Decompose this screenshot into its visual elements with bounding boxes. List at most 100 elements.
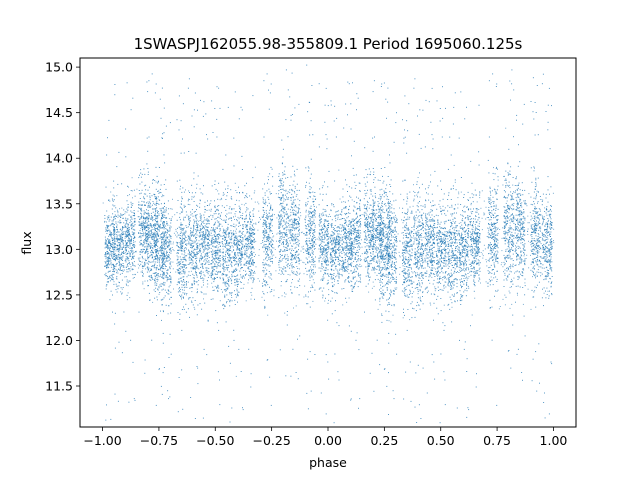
data-point: [163, 297, 165, 299]
data-point: [117, 248, 119, 250]
data-point: [319, 218, 321, 220]
data-point: [217, 265, 219, 267]
data-point: [149, 186, 150, 188]
data-point: [336, 236, 338, 238]
data-point: [120, 238, 122, 240]
data-point: [238, 244, 240, 246]
data-point: [308, 225, 310, 227]
data-point: [227, 299, 229, 301]
data-point: [237, 284, 239, 286]
data-point: [112, 233, 114, 235]
data-point: [305, 240, 307, 242]
data-point: [213, 289, 215, 291]
data-point: [206, 280, 208, 282]
data-point: [267, 239, 269, 241]
data-point: [270, 227, 272, 228]
data-point: [212, 238, 214, 240]
data-point: [165, 228, 167, 230]
data-point: [160, 273, 162, 275]
data-point: [278, 221, 280, 223]
data-point: [211, 275, 212, 277]
data-point: [125, 230, 127, 232]
data-point: [147, 269, 149, 271]
data-point: [185, 311, 187, 313]
data-point: [263, 259, 265, 261]
data-point: [177, 227, 178, 229]
data-point: [295, 227, 297, 229]
data-point: [287, 136, 289, 138]
data-point: [189, 252, 191, 253]
data-point: [211, 235, 213, 237]
data-point: [236, 238, 238, 239]
data-point: [230, 280, 232, 282]
data-point: [229, 301, 231, 303]
data-point: [286, 243, 288, 245]
data-point: [163, 221, 164, 222]
data-point: [114, 347, 116, 349]
data-point: [195, 271, 197, 273]
data-point: [326, 215, 328, 217]
data-point: [141, 266, 143, 268]
data-point: [294, 214, 296, 216]
data-point: [109, 249, 111, 251]
data-point: [147, 205, 149, 207]
data-point: [307, 220, 309, 221]
data-point: [127, 265, 129, 267]
data-point: [116, 247, 118, 249]
data-point: [308, 229, 310, 230]
data-point: [113, 273, 115, 275]
data-point: [305, 167, 307, 169]
data-point: [188, 257, 190, 259]
data-point: [226, 265, 228, 266]
data-point: [162, 211, 164, 213]
data-point: [195, 263, 197, 265]
data-point: [139, 251, 141, 253]
data-point: [106, 404, 107, 406]
data-point: [227, 242, 229, 244]
data-point: [211, 267, 213, 269]
data-point: [250, 239, 252, 241]
data-point: [326, 205, 328, 206]
data-point: [120, 237, 122, 239]
data-point: [165, 225, 167, 227]
data-point: [321, 264, 323, 266]
data-point: [250, 241, 252, 243]
data-point: [326, 273, 328, 275]
data-point: [153, 202, 155, 204]
data-point: [110, 250, 112, 252]
data-point: [179, 272, 181, 274]
data-point: [284, 209, 286, 211]
data-point: [142, 235, 144, 237]
data-point: [157, 289, 159, 291]
data-point: [298, 243, 300, 245]
data-point: [133, 189, 135, 191]
data-point: [231, 274, 233, 276]
data-point: [281, 203, 283, 205]
data-point: [295, 254, 297, 256]
data-point: [295, 222, 297, 224]
data-point: [308, 291, 309, 293]
data-point: [163, 222, 165, 224]
data-point: [297, 227, 299, 229]
data-point: [223, 273, 225, 275]
data-point: [163, 223, 165, 225]
data-point: [208, 267, 210, 269]
data-point: [153, 264, 155, 266]
data-point: [152, 278, 154, 280]
data-point: [278, 259, 280, 261]
data-point: [287, 191, 289, 193]
data-point: [251, 272, 253, 274]
data-point: [134, 232, 136, 234]
data-point: [325, 297, 326, 299]
data-point: [265, 229, 267, 231]
data-point: [288, 222, 289, 224]
data-point: [155, 256, 157, 257]
data-point: [183, 206, 185, 208]
data-point: [250, 270, 252, 272]
data-point: [180, 250, 182, 252]
data-point: [145, 237, 147, 239]
data-point: [251, 221, 252, 223]
data-point: [186, 276, 188, 278]
data-point: [188, 220, 190, 222]
data-point: [281, 139, 283, 141]
